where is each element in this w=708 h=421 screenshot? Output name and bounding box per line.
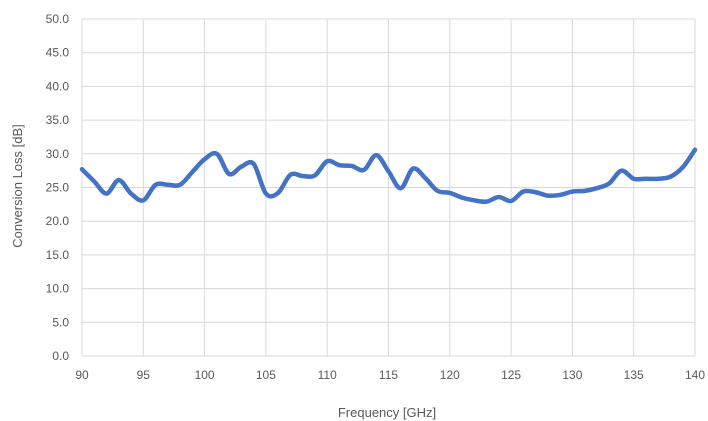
y-tick-label: 10.0 (46, 282, 70, 296)
y-tick-label: 35.0 (46, 113, 70, 127)
conversion-loss-series-line (79, 147, 698, 205)
y-tick-label: 45.0 (46, 46, 70, 60)
x-tick-label: 125 (501, 368, 521, 382)
x-axis-label: Frequency [GHz] (338, 405, 436, 420)
y-tick-label: 40.0 (46, 79, 70, 93)
x-tick-label: 100 (195, 368, 215, 382)
y-tick-label: 0.0 (52, 349, 69, 363)
y-tick-label: 30.0 (46, 147, 70, 161)
y-tick-label: 15.0 (46, 248, 70, 262)
y-tick-label: 20.0 (46, 214, 70, 228)
x-tick-label: 135 (624, 368, 644, 382)
x-tick-label: 95 (137, 368, 151, 382)
x-tick-label: 90 (75, 368, 89, 382)
x-axis-ticks: 90 95 100 105 110 115 120 125 130 135 140 (75, 368, 705, 382)
x-tick-label: 115 (379, 368, 398, 382)
y-tick-label: 25.0 (46, 181, 70, 195)
x-tick-label: 120 (440, 368, 460, 382)
x-tick-label: 140 (685, 368, 705, 382)
grid-lines (81, 18, 696, 357)
y-axis-label: Conversion Loss [dB] (10, 124, 25, 248)
y-tick-label: 5.0 (52, 315, 69, 329)
y-tick-label: 50.0 (46, 12, 70, 26)
x-tick-label: 110 (318, 368, 337, 382)
x-tick-label: 130 (562, 368, 582, 382)
x-tick-label: 105 (256, 368, 276, 382)
y-axis-ticks: 0.0 5.0 10.0 15.0 20.0 25.0 30.0 35.0 40.0 45.0 50… (46, 12, 70, 363)
